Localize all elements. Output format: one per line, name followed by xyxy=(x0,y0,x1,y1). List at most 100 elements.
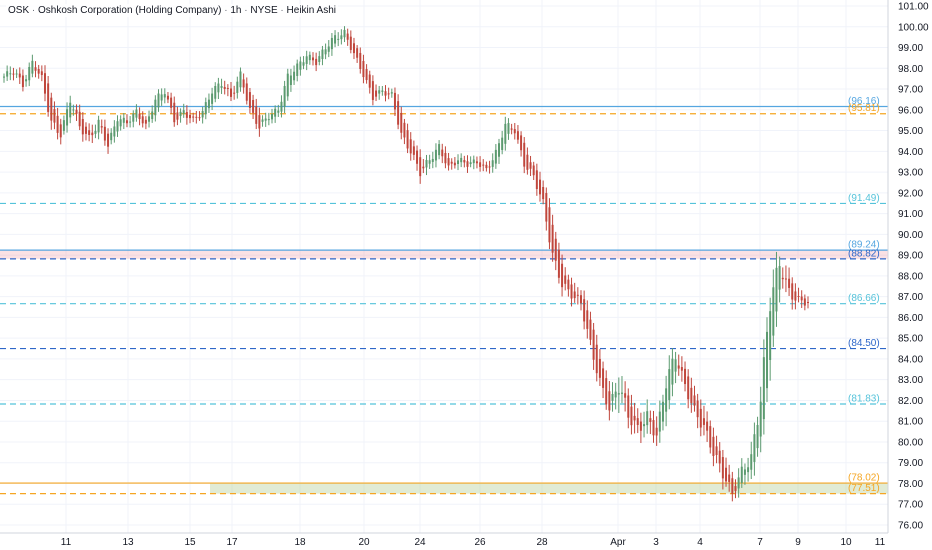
x-tick-label: 28 xyxy=(536,537,548,548)
candle-body xyxy=(756,424,759,449)
candle-body xyxy=(384,91,387,96)
candle-body xyxy=(84,126,87,134)
x-tick-label: Apr xyxy=(610,537,626,548)
candle-body xyxy=(576,294,579,296)
candle-body xyxy=(207,99,210,109)
candle-body xyxy=(583,299,586,322)
candle-body xyxy=(564,275,567,284)
level-label: (77.51) xyxy=(848,483,880,494)
candle-body xyxy=(466,161,469,167)
candle-body xyxy=(453,162,456,166)
candle-body xyxy=(252,99,255,113)
candle-body xyxy=(43,73,46,94)
candle-body xyxy=(422,166,425,169)
candle-body xyxy=(570,284,573,299)
candle-body xyxy=(643,424,646,427)
title-separator: · xyxy=(280,5,284,16)
candle-body xyxy=(211,93,214,104)
x-tick-label: 10 xyxy=(840,537,852,548)
candle-body xyxy=(567,279,570,290)
candle-body xyxy=(289,75,292,86)
candle-body xyxy=(409,139,412,154)
candle-body xyxy=(40,71,43,76)
candle-body xyxy=(438,144,441,156)
candle-body xyxy=(611,393,614,401)
candle-body xyxy=(592,329,595,360)
candle-body xyxy=(100,126,103,128)
candle-body xyxy=(510,128,513,130)
candle-body xyxy=(362,60,365,78)
candle-body xyxy=(264,118,267,121)
candle-body xyxy=(624,393,627,398)
candle-body xyxy=(113,126,116,137)
candle-body xyxy=(248,92,251,108)
candle-body xyxy=(15,73,18,75)
candle-body xyxy=(129,121,132,123)
candle-body xyxy=(21,75,24,88)
candle-body xyxy=(721,457,724,479)
candle-body xyxy=(450,161,453,164)
candle-body xyxy=(460,157,463,163)
candle-body xyxy=(498,143,501,157)
y-tick-label: 94.00 xyxy=(898,147,923,158)
y-tick-label: 83.00 xyxy=(898,375,923,386)
candle-body xyxy=(406,130,409,149)
candle-body xyxy=(529,162,532,169)
candle-body xyxy=(371,81,374,100)
y-tick-label: 90.00 xyxy=(898,230,923,241)
candle-body xyxy=(160,94,163,101)
candle-body xyxy=(431,158,434,162)
candle-body xyxy=(176,112,179,120)
candle-body xyxy=(318,56,321,62)
candle-body xyxy=(195,116,198,118)
candle-body xyxy=(141,116,144,124)
title-separator: · xyxy=(224,5,228,16)
candle-body xyxy=(797,296,800,298)
candle-body xyxy=(173,102,176,123)
y-tick-label: 81.00 xyxy=(898,417,923,428)
candle-body xyxy=(311,57,314,61)
candle-body xyxy=(138,113,141,120)
candle-body xyxy=(261,119,264,122)
candle-body xyxy=(750,454,753,470)
candle-body xyxy=(37,68,40,74)
candle-body xyxy=(119,119,122,127)
candle-body xyxy=(674,359,677,372)
candle-body xyxy=(330,37,333,50)
candle-body xyxy=(475,161,478,164)
candle-body xyxy=(668,369,671,401)
candle-body xyxy=(523,142,526,167)
level-label: (91.49) xyxy=(848,193,880,204)
candle-body xyxy=(125,120,128,124)
candle-body xyxy=(639,421,642,431)
y-tick-label: 99.00 xyxy=(898,43,923,54)
candle-body xyxy=(148,116,151,122)
candle-body xyxy=(488,166,491,168)
y-tick-label: 89.00 xyxy=(898,251,923,262)
y-tick-label: 91.00 xyxy=(898,209,923,220)
candle-body xyxy=(743,469,746,475)
candle-body xyxy=(352,43,355,54)
candle-body xyxy=(646,411,649,426)
candle-body xyxy=(709,426,712,448)
candle-body xyxy=(154,99,157,116)
candle-body xyxy=(198,117,201,119)
candle-body xyxy=(784,278,787,280)
candle-body xyxy=(725,467,728,482)
candle-body xyxy=(375,90,378,97)
candles xyxy=(3,26,809,502)
candle-body xyxy=(9,73,12,75)
candle-body xyxy=(753,434,756,462)
y-tick-label: 96.00 xyxy=(898,105,923,116)
price-zone xyxy=(210,483,888,494)
y-tick-label: 80.00 xyxy=(898,437,923,448)
level-label: (95.81) xyxy=(848,103,880,114)
candle-body xyxy=(699,408,702,428)
candle-body xyxy=(258,115,261,129)
candle-body xyxy=(775,267,778,312)
x-tick-label: 13 xyxy=(122,537,134,548)
candle-body xyxy=(220,85,223,88)
candle-body xyxy=(293,71,296,81)
